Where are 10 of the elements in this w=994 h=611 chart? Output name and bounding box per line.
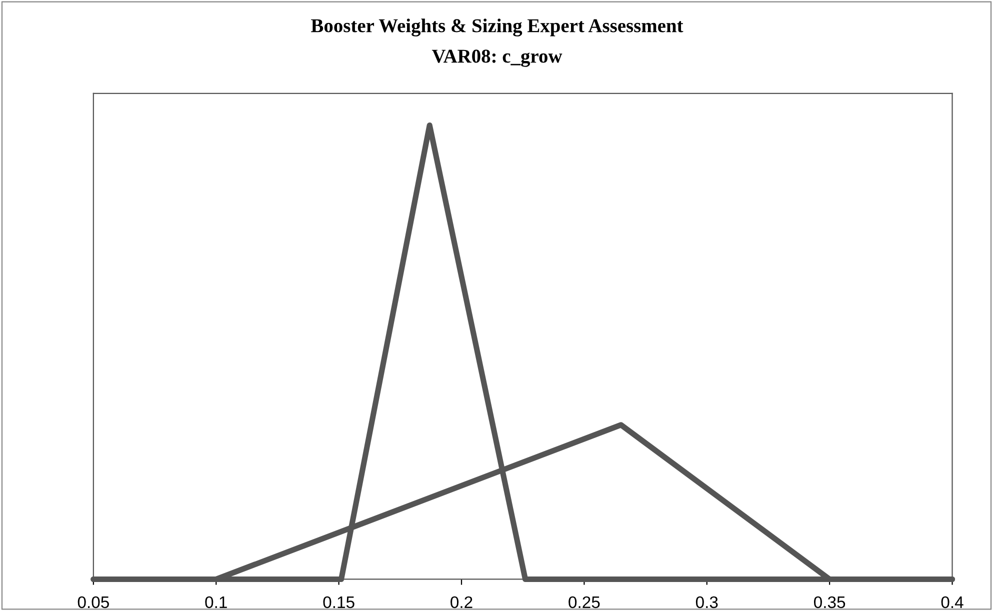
x-tick-label: 0.3 [696, 596, 718, 608]
x-tick-label: 0.2 [450, 596, 472, 608]
chart-title: Booster Weights & Sizing Expert Assessment [311, 18, 684, 36]
x-tick-label: 0.4 [941, 596, 964, 608]
x-tick-label: 0.15 [323, 596, 354, 608]
x-tick-label: 0.05 [78, 596, 109, 608]
chart-subtitle: VAR08: c_grow [432, 50, 562, 67]
x-tick-label: 0.1 [205, 596, 227, 608]
x-tick-label: 0.35 [814, 596, 846, 608]
x-tick-label: 0.25 [568, 596, 600, 608]
